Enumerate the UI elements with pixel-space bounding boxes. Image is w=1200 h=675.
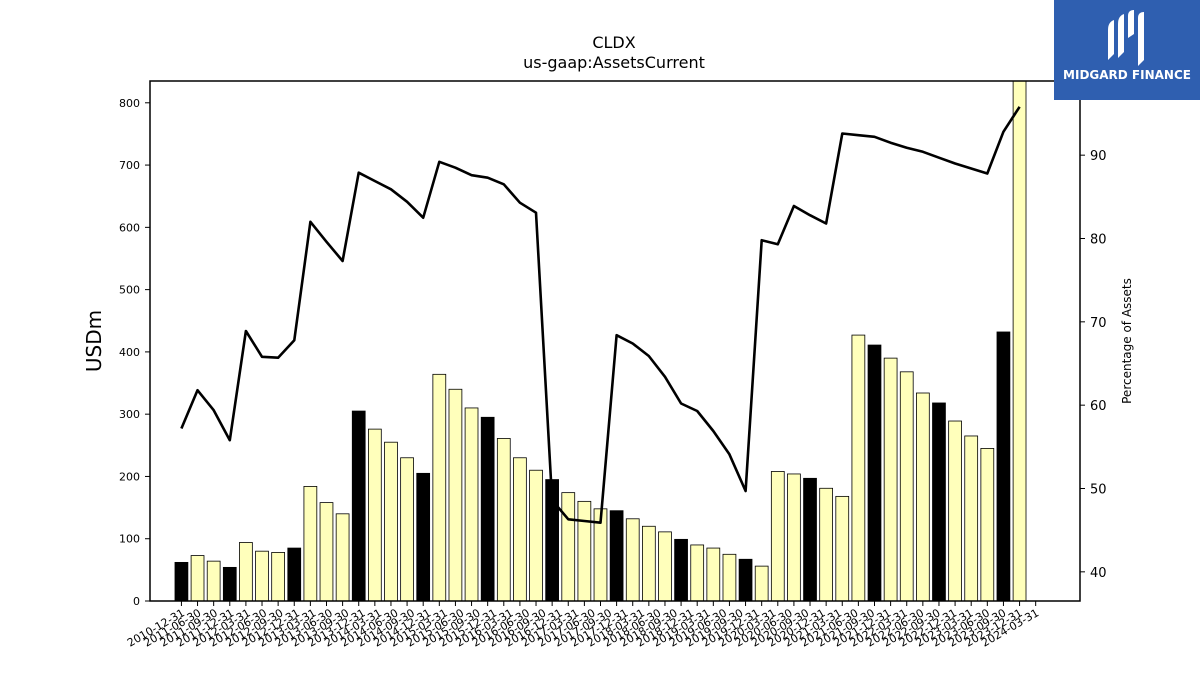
bar <box>722 553 737 602</box>
bar <box>351 410 366 602</box>
y2-tick-label: 80 <box>1090 233 1107 248</box>
bar <box>964 435 979 602</box>
line-series <box>180 106 1021 525</box>
bar <box>690 544 705 602</box>
bar <box>899 371 914 602</box>
bar <box>529 469 543 602</box>
y-axis-label: USDm <box>82 310 106 372</box>
bar <box>674 538 688 602</box>
brand-name: MIDGARD FINANCE <box>1063 68 1191 82</box>
chart-title: CLDX <box>592 33 635 52</box>
bar <box>883 357 898 602</box>
bar <box>948 420 962 602</box>
bar <box>303 486 318 602</box>
bar <box>932 402 946 602</box>
bar <box>496 438 511 602</box>
bar <box>916 392 930 602</box>
plot-frame <box>149 80 1081 602</box>
bar <box>448 388 463 602</box>
bar <box>287 547 302 602</box>
bar <box>658 531 672 602</box>
y-tick-label: 600 <box>119 221 140 234</box>
bar <box>770 471 785 602</box>
y-tick-label: 100 <box>119 533 140 546</box>
bar <box>190 555 205 602</box>
axes: 0100200300400500600700800405060708090201… <box>119 80 1107 650</box>
midgard-m-logo-icon <box>1108 10 1144 66</box>
bar <box>319 502 334 602</box>
bar <box>367 428 382 602</box>
bar <box>1012 80 1027 602</box>
bar <box>706 547 721 602</box>
bar <box>400 457 414 602</box>
y-tick-label: 500 <box>119 284 140 297</box>
bar <box>609 510 624 602</box>
bar <box>835 495 850 602</box>
bar <box>206 560 221 602</box>
y-tick-label: 800 <box>119 97 140 110</box>
bar <box>561 492 576 602</box>
y-tick-label: 300 <box>119 408 140 421</box>
bar <box>432 373 447 602</box>
y2-tick-label: 70 <box>1090 316 1107 331</box>
bar <box>803 477 817 602</box>
bar <box>577 500 592 602</box>
y2-tick-label: 90 <box>1090 149 1107 164</box>
brand-logo: MIDGARD FINANCE <box>1054 0 1200 100</box>
bar <box>384 441 398 602</box>
y2-tick-label: 40 <box>1090 566 1107 581</box>
bar <box>787 473 801 602</box>
bar <box>625 518 640 602</box>
bar <box>174 561 189 602</box>
y2-tick-label: 60 <box>1090 399 1107 414</box>
bar <box>480 416 495 602</box>
bar <box>222 566 237 602</box>
y2-axis-label: Percentage of Assets <box>1120 278 1134 404</box>
y-tick-label: 700 <box>119 159 140 172</box>
bar <box>513 457 527 602</box>
bar <box>335 513 350 602</box>
bar <box>255 550 269 602</box>
y-tick-label: 200 <box>119 470 140 483</box>
y-tick-label: 0 <box>133 595 140 608</box>
chart-subtitle: us-gaap:AssetsCurrent <box>523 53 705 72</box>
bar <box>819 487 833 602</box>
bar <box>867 344 882 602</box>
bar <box>738 558 753 602</box>
bar <box>416 472 431 602</box>
percentage-line <box>180 106 1021 525</box>
bar <box>754 565 769 602</box>
bar <box>271 552 285 602</box>
bar <box>642 525 656 602</box>
bar <box>851 334 866 602</box>
y-tick-label: 400 <box>119 346 140 359</box>
bar <box>464 407 479 602</box>
bar <box>980 448 995 602</box>
bar <box>996 331 1011 602</box>
y2-tick-label: 50 <box>1090 483 1107 498</box>
bar <box>239 542 253 602</box>
